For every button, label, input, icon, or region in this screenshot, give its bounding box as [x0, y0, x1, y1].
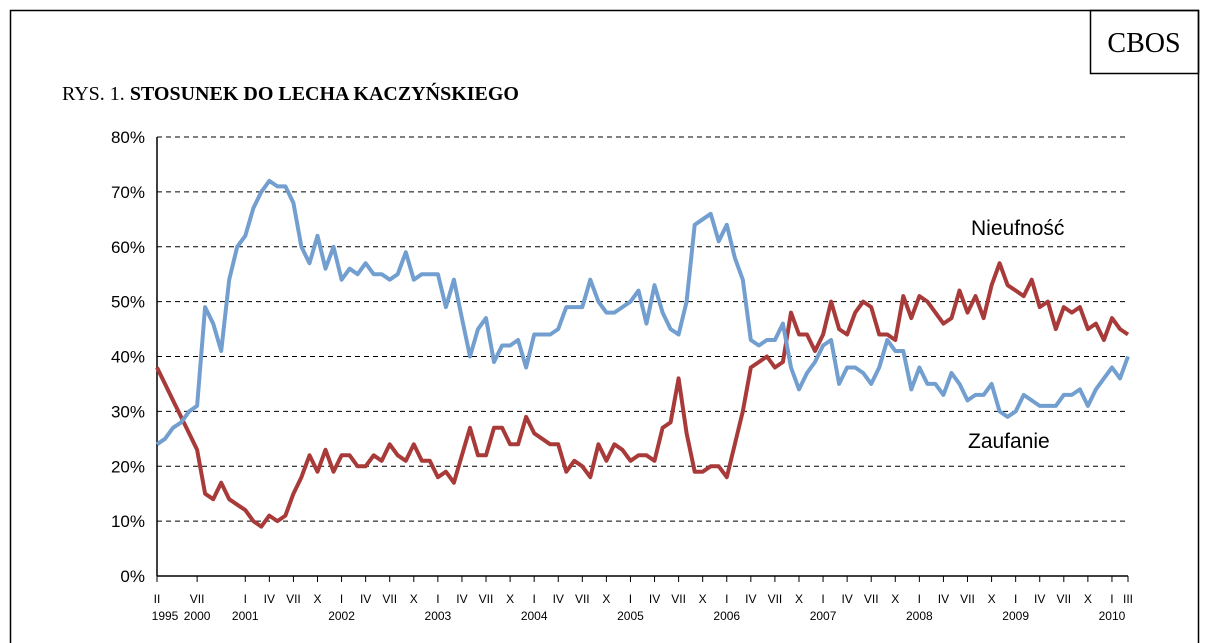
y-tick-label: 20% [111, 457, 145, 476]
x-tick-label: IV [360, 592, 371, 606]
x-tick-label: I [725, 592, 728, 606]
x-tick-label: I [1110, 592, 1113, 606]
x-tick-label: II [154, 592, 161, 606]
x-tick-label: VII [575, 592, 590, 606]
x-tick-label: I [532, 592, 535, 606]
x-tick-label: VII [960, 592, 975, 606]
y-tick-label: 40% [111, 348, 145, 367]
series-line [155, 178, 1130, 446]
x-tick-label: I [340, 592, 343, 606]
x-tick-label: VII [768, 592, 783, 606]
x-tick-label: X [988, 592, 996, 606]
x-year-label: 2002 [328, 609, 355, 623]
x-year-label: 2000 [184, 609, 211, 623]
x-tick-label: VII [864, 592, 879, 606]
x-tick-label: IV [456, 592, 467, 606]
x-tick-label: X [313, 592, 321, 606]
x-tick-label: X [602, 592, 610, 606]
x-year-label: 2001 [232, 609, 259, 623]
source: CBOS [1107, 28, 1180, 59]
x-tick-label: X [410, 592, 418, 606]
title: STOSUNEK DO LECHA KACZYŃSKIEGO [130, 82, 519, 105]
y-tick-label: 80% [111, 128, 145, 147]
x-tick-label: III [1123, 592, 1133, 606]
source-box [1089, 9, 1200, 75]
series-label: Nieufność [971, 217, 1064, 240]
y-tick-label: 70% [111, 183, 145, 202]
y-tick-label: 30% [111, 402, 145, 421]
x-tick-label: IV [1034, 592, 1045, 606]
x-tick-label: VII [286, 592, 301, 606]
x-tick-label: I [629, 592, 632, 606]
x-tick-label: VII [1056, 592, 1071, 606]
x-tick-label: X [506, 592, 514, 606]
figure-label: RYS. 1. [62, 83, 125, 105]
x-tick-label: VII [382, 592, 397, 606]
x-year-label: 2006 [713, 609, 740, 623]
chart-title: RYS. 1. STOSUNEK DO LECHA KACZYŃSKIEGO [62, 82, 519, 105]
x-year-label: 2008 [906, 609, 933, 623]
x-tick-label: IV [649, 592, 660, 606]
x-tick-label: X [795, 592, 803, 606]
x-tick-label: VII [190, 592, 205, 606]
x-tick-label: IV [938, 592, 949, 606]
x-tick-label: IV [841, 592, 852, 606]
x-tick-label: I [244, 592, 247, 606]
x-tick-label: X [699, 592, 707, 606]
x-year-label: 2009 [1002, 609, 1029, 623]
series-label: Zaufanie [968, 430, 1050, 453]
frame [9, 9, 1200, 643]
x-tick-label: I [821, 592, 824, 606]
x-year-label: 2007 [810, 609, 837, 623]
y-tick-label: 50% [111, 293, 145, 312]
y-tick-label: 10% [111, 512, 145, 531]
x-year-label: 2010 [1099, 609, 1126, 623]
x-tick-label: X [1084, 592, 1092, 606]
series-line [155, 261, 1130, 529]
x-tick-label: IV [264, 592, 275, 606]
x-tick-label: VII [671, 592, 686, 606]
x-tick-label: IV [553, 592, 564, 606]
x-tick-label: I [918, 592, 921, 606]
x-year-label: 1995 [152, 609, 179, 623]
x-tick-label: IV [745, 592, 756, 606]
x-tick-label: VII [479, 592, 494, 606]
x-year-label: 2003 [425, 609, 452, 623]
y-tick-label: 60% [111, 238, 145, 257]
x-tick-label: I [436, 592, 439, 606]
x-tick-label: X [891, 592, 899, 606]
y-tick-label: 0% [120, 567, 145, 586]
x-year-label: 2004 [521, 609, 548, 623]
x-year-label: 2005 [617, 609, 644, 623]
x-tick-label: I [1014, 592, 1017, 606]
